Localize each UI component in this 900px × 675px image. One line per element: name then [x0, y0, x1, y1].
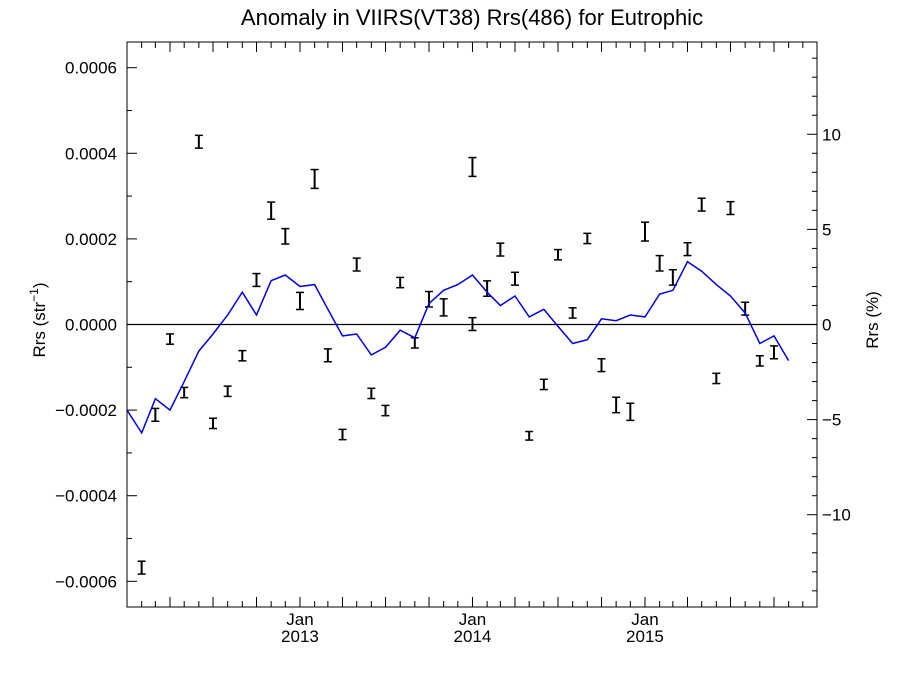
- plot-area: 0.0006 0.0004 0.0002 0.0000 −0.0002 −0.0004 −0…: [55, 41, 851, 646]
- y-right-tick-label: −5: [822, 411, 841, 430]
- blue-trend-line: [126, 260, 790, 435]
- y-left-tick-label: 0.0000: [65, 316, 117, 335]
- x-tick-label-year: 2014: [454, 627, 492, 646]
- x-tick-label-year: 2013: [281, 627, 319, 646]
- y-right-tick-label: 10: [822, 125, 841, 144]
- y-right-tick-label: 0: [822, 316, 831, 335]
- y-axis-left-label-close: ): [30, 282, 49, 288]
- y-left-tick-label: 0.0004: [65, 144, 117, 163]
- x-tick-label-month: Jan: [286, 610, 313, 629]
- y-axis-left-label: Rrs (str−1): [27, 282, 49, 357]
- y-axis-right-label: Rrs (%): [863, 291, 882, 349]
- y-left-tick-label: 0.0006: [65, 59, 117, 78]
- y-right-tick-label: 5: [822, 220, 831, 239]
- x-tick-label-month: Jan: [459, 610, 486, 629]
- x-tick-label-month: Jan: [631, 610, 658, 629]
- y-left-tick-label: −0.0002: [55, 401, 117, 420]
- y-axis-left-label-exponent: −1: [27, 288, 41, 302]
- y-left-tick-label: −0.0004: [55, 487, 117, 506]
- y-left-tick-label: 0.0002: [65, 230, 117, 249]
- y-left-tick-label: −0.0006: [55, 572, 117, 591]
- chart-title: Anomaly in VIIRS(VT38) Rrs(486) for Eutr…: [241, 5, 703, 30]
- y-right-tick-label: −10: [822, 506, 851, 525]
- x-tick-label-year: 2015: [626, 627, 664, 646]
